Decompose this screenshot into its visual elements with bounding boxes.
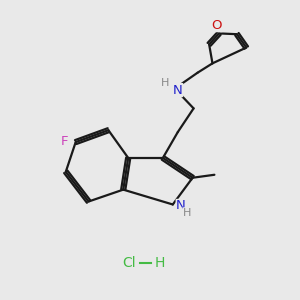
Text: H: H bbox=[183, 208, 191, 218]
Text: H: H bbox=[154, 256, 165, 270]
Text: F: F bbox=[61, 135, 68, 148]
Text: N: N bbox=[176, 200, 186, 212]
Text: Cl: Cl bbox=[122, 256, 135, 270]
Text: O: O bbox=[212, 19, 222, 32]
Text: N: N bbox=[173, 84, 183, 97]
Text: H: H bbox=[161, 78, 170, 88]
